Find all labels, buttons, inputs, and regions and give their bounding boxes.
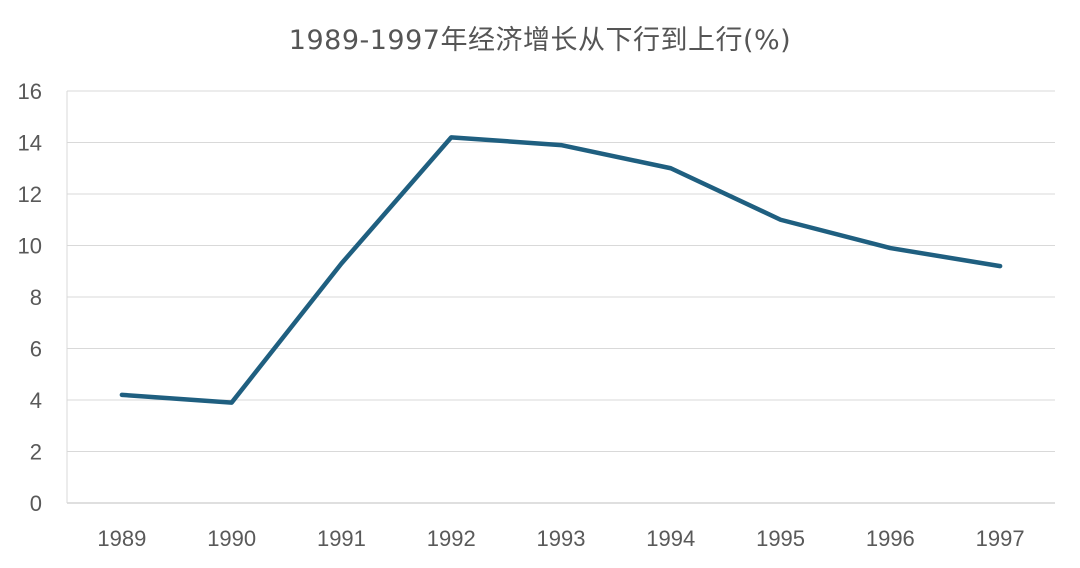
x-tick-label: 1989	[97, 526, 146, 551]
y-tick-label: 0	[30, 491, 42, 516]
y-tick-label: 8	[30, 285, 42, 310]
y-tick-label: 16	[18, 79, 42, 104]
y-tick-label: 2	[30, 440, 42, 465]
y-tick-label: 4	[30, 388, 42, 413]
x-tick-label: 1996	[866, 526, 915, 551]
chart-title: 1989-1997年经济增长从下行到上行(%)	[288, 25, 792, 56]
y-tick-label: 14	[18, 131, 42, 156]
x-tick-label: 1994	[646, 526, 695, 551]
x-tick-label: 1995	[756, 526, 805, 551]
y-tick-label: 10	[18, 234, 42, 259]
x-tick-label: 1997	[976, 526, 1025, 551]
y-tick-label: 12	[18, 182, 42, 207]
x-tick-label: 1991	[317, 526, 366, 551]
y-tick-label: 6	[30, 337, 42, 362]
x-tick-label: 1990	[207, 526, 256, 551]
x-tick-label: 1992	[427, 526, 476, 551]
x-tick-label: 1993	[537, 526, 586, 551]
series-line	[119, 135, 1003, 405]
